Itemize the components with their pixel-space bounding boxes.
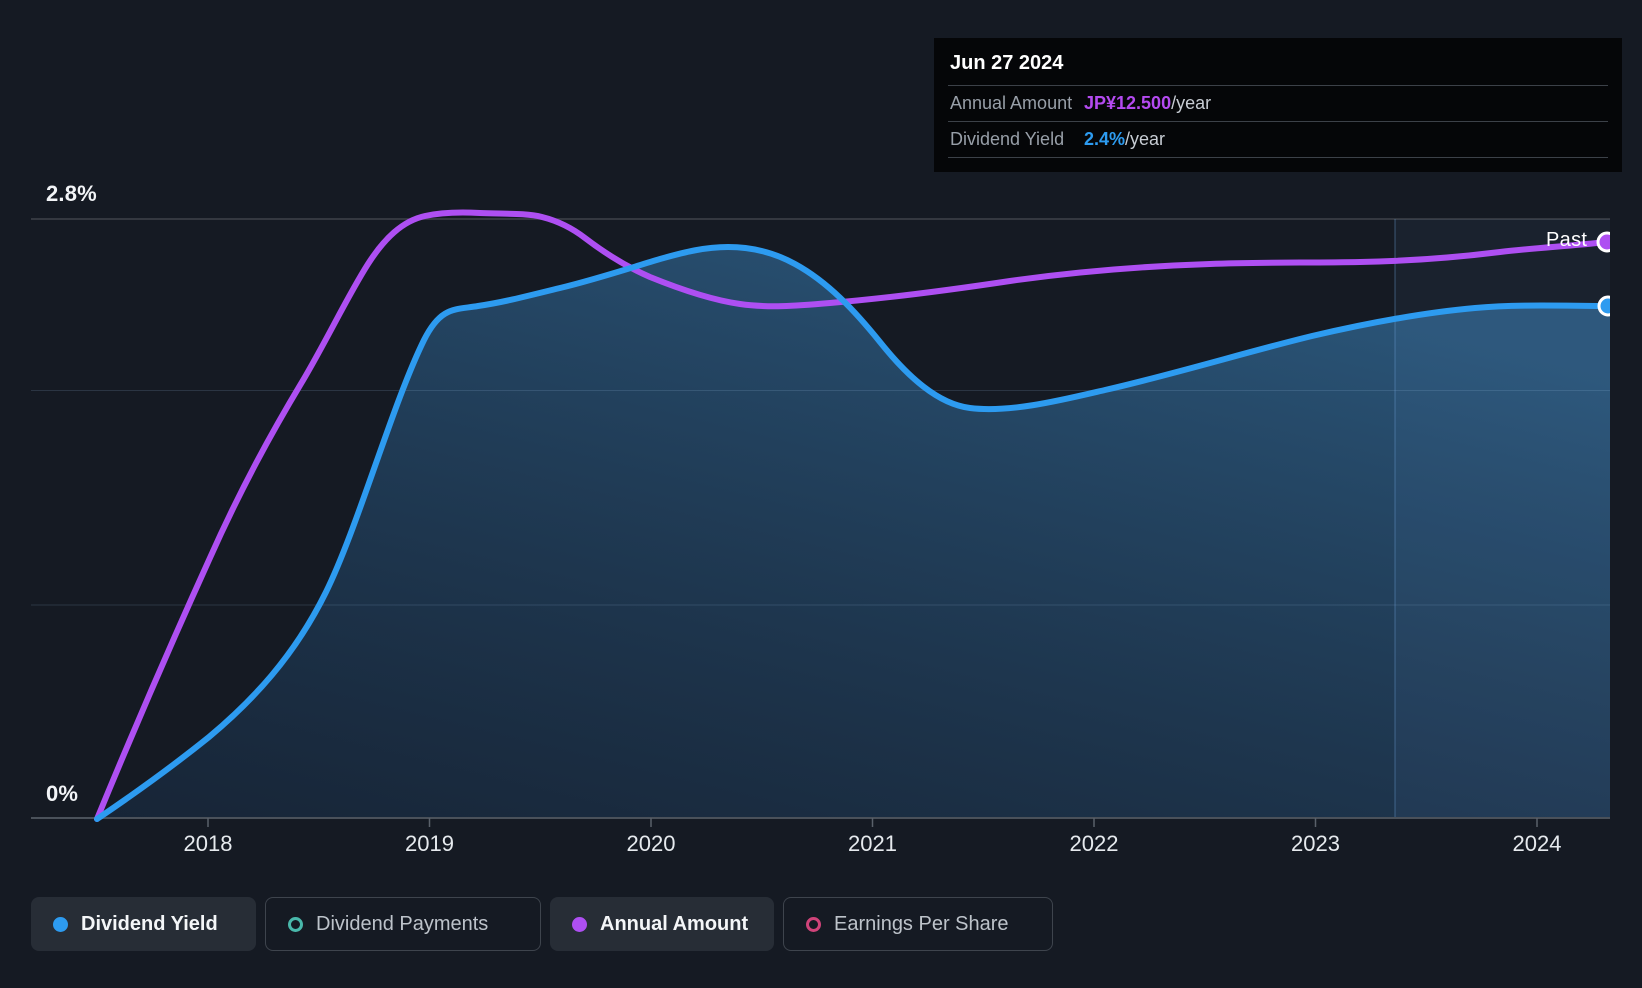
tooltip-label: Annual Amount (950, 93, 1073, 113)
legend-toggle-dividend-yield[interactable]: Dividend Yield (31, 897, 256, 951)
x-label-2020: 2020 (626, 831, 676, 856)
tooltip-padding (948, 158, 1608, 168)
y-axis-max-label: 2.8% (46, 181, 97, 206)
x-label-2023: 2023 (1291, 831, 1340, 856)
legend-label: Annual Amount (600, 912, 749, 935)
annual-amount-dot-icon (572, 916, 587, 932)
dividend-yield-area (97, 247, 1610, 819)
x-label-2024: 2024 (1512, 831, 1562, 856)
x-label-2018: 2018 (183, 831, 233, 856)
x-label-2019: 2019 (405, 831, 454, 856)
legend-toggle-annual-amount[interactable]: Annual Amount (550, 897, 774, 951)
x-label-2021: 2021 (848, 831, 897, 856)
tooltip-value: JP¥12.500 (1084, 93, 1172, 113)
earnings-per-share-ring-icon (806, 916, 821, 932)
dividend-yield-dot-icon (53, 916, 68, 932)
tooltip-suffix: /year (1171, 93, 1212, 113)
tooltip-date: Jun 27 2024 (950, 52, 1064, 74)
tooltip-row-annual-amount: Annual Amount JP¥12.500/year (948, 85, 1608, 121)
past-region-highlight (1395, 219, 1610, 818)
tooltip-suffix: /year (1125, 129, 1166, 149)
y-axis-min-label: 0% (46, 781, 79, 806)
x-axis-ticks (207, 818, 1538, 827)
legend-label: Dividend Payments (316, 912, 489, 935)
legend-toggle-earnings-per-share[interactable]: Earnings Per Share (783, 897, 1053, 951)
x-label-2022: 2022 (1069, 831, 1119, 856)
chart-tooltip: Jun 27 2024 Annual Amount JP¥12.500/year… (934, 38, 1622, 172)
past-label: Past (1546, 229, 1588, 251)
tooltip-value: 2.4% (1084, 129, 1126, 149)
dividend-payments-ring-icon (288, 916, 303, 932)
annual-amount-line (94, 209, 1609, 822)
legend-label: Dividend Yield (81, 912, 218, 935)
tooltip-row-dividend-yield: Dividend Yield 2.4%/year (948, 121, 1608, 158)
tooltip-label: Dividend Yield (950, 129, 1065, 149)
legend-label: Earnings Per Share (834, 912, 1009, 935)
dividend-yield-line (94, 243, 1610, 822)
legend-toggle-dividend-payments[interactable]: Dividend Payments (265, 897, 541, 951)
